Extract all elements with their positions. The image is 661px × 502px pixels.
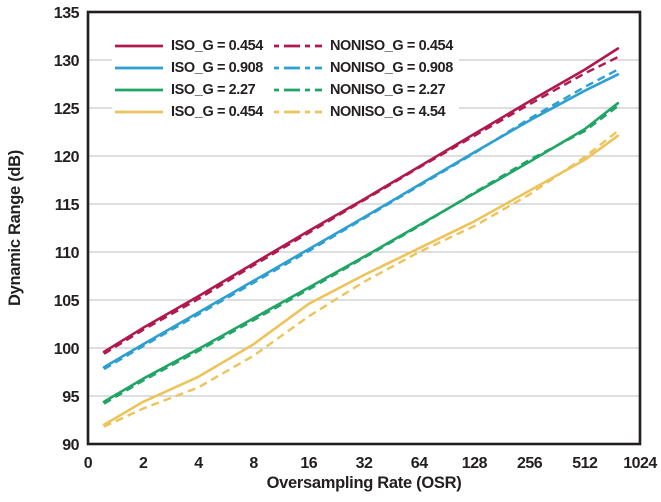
legend-item-noniso-0454: NONISO_G = 0.454 — [273, 35, 453, 57]
legend-item-iso-227: ISO_G = 2.27 — [114, 79, 263, 101]
svg-text:110: 110 — [55, 245, 80, 262]
legend-swatch-solid-blue — [115, 66, 163, 70]
svg-text:125: 125 — [54, 101, 80, 118]
legend-item-noniso-227: NONISO_G = 2.27 — [273, 79, 453, 101]
legend-item-noniso-454: NONISO_G = 4.54 — [273, 101, 453, 123]
y-axis-title: Dynamic Range (dB) — [6, 150, 24, 306]
svg-text:2: 2 — [139, 455, 148, 472]
svg-text:8: 8 — [249, 455, 258, 472]
svg-text:100: 100 — [54, 341, 80, 358]
legend-swatch-solid-yellow — [115, 110, 163, 114]
chart-legend: ISO_G = 0.454 NONISO_G = 0.454 ISO_G = 0… — [112, 33, 459, 125]
legend-item-iso-0454: ISO_G = 0.454 — [114, 35, 263, 57]
svg-text:120: 120 — [54, 149, 80, 166]
legend-swatch-dashed-yellow — [273, 110, 322, 114]
svg-text:32: 32 — [356, 455, 373, 472]
svg-text:0: 0 — [84, 455, 93, 472]
legend-swatch-solid-green — [115, 88, 163, 92]
svg-text:130: 130 — [54, 53, 80, 70]
legend-swatch-solid-crimson — [115, 44, 163, 48]
legend-label: ISO_G = 2.27 — [171, 82, 256, 98]
legend-item-iso-0454-yellow: ISO_G = 0.454 — [114, 101, 263, 123]
svg-text:16: 16 — [300, 455, 317, 472]
svg-text:135: 135 — [54, 5, 80, 22]
legend-swatch-dashed-green — [273, 88, 322, 92]
svg-text:512: 512 — [572, 455, 598, 472]
legend-label: ISO_G = 0.454 — [171, 104, 263, 120]
x-axis-title: Oversampling Rate (OSR) — [266, 474, 462, 492]
legend-label: NONISO_G = 2.27 — [329, 82, 446, 98]
legend-label: ISO_G = 0.454 — [171, 38, 263, 54]
svg-text:256: 256 — [517, 455, 543, 472]
svg-text:1024: 1024 — [623, 455, 657, 472]
svg-text:4: 4 — [194, 455, 203, 472]
svg-text:64: 64 — [411, 455, 428, 472]
legend-label: NONISO_G = 4.54 — [329, 104, 446, 120]
legend-swatch-dashed-crimson — [273, 44, 322, 48]
svg-text:115: 115 — [55, 197, 80, 214]
svg-text:128: 128 — [462, 455, 488, 472]
svg-text:90: 90 — [62, 437, 79, 454]
svg-text:95: 95 — [62, 389, 79, 406]
legend-label: NONISO_G = 0.454 — [329, 38, 453, 54]
legend-item-iso-0908: ISO_G = 0.908 — [114, 57, 263, 79]
legend-item-noniso-0908: NONISO_G = 0.908 — [273, 57, 453, 79]
legend-label: NONISO_G = 0.908 — [329, 60, 453, 76]
legend-label: ISO_G = 0.908 — [171, 60, 263, 76]
legend-swatch-dashed-blue — [273, 66, 322, 70]
svg-text:105: 105 — [54, 293, 80, 310]
